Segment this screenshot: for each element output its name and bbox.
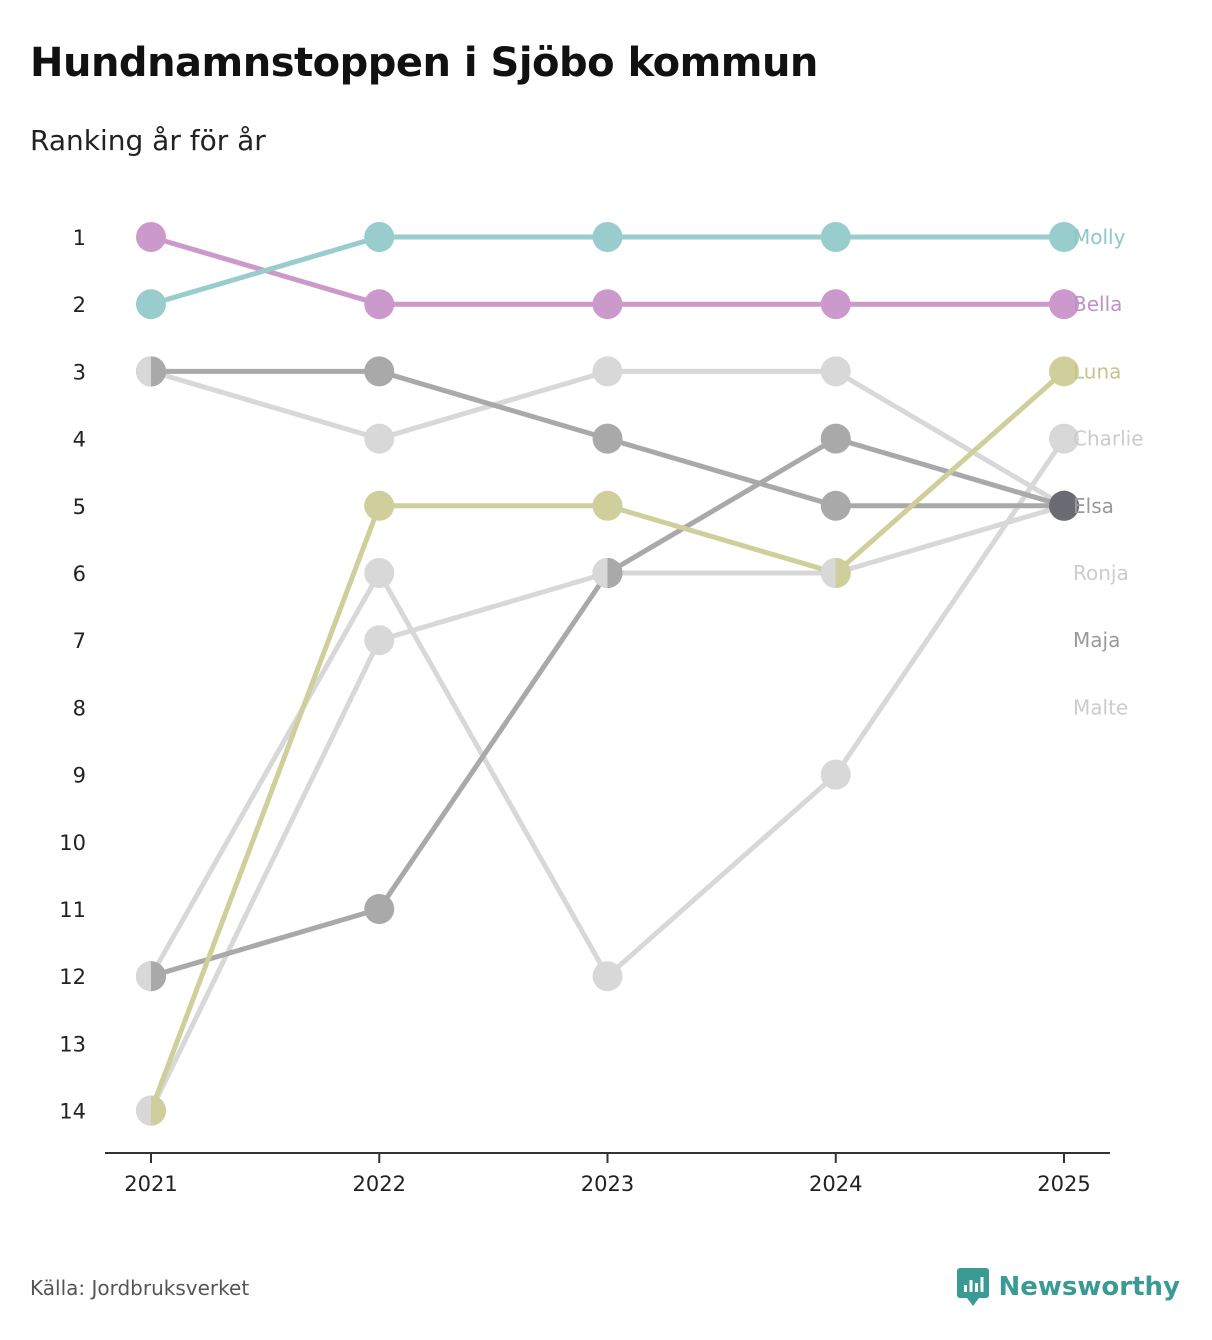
series-point-molly	[820, 222, 851, 252]
series-point-elsa	[820, 490, 851, 521]
series-point-malte	[592, 961, 623, 992]
split-point-left-half	[592, 558, 608, 588]
end-label-luna: Luna	[1073, 359, 1121, 383]
series-point-maja	[820, 423, 851, 454]
series-line-luna	[148, 368, 1067, 1114]
series-point-luna	[592, 490, 623, 521]
series-point-malte	[820, 759, 851, 790]
split-point-right-half	[151, 356, 167, 387]
series-point-molly	[1049, 222, 1079, 252]
x-tick-label: 2023	[581, 1172, 634, 1196]
series-point-malte	[1049, 423, 1079, 454]
split-point-right-half	[607, 558, 623, 588]
series-point-luna	[1049, 356, 1079, 387]
series-point-bella	[1049, 289, 1079, 320]
series-point-elsa	[592, 423, 623, 454]
x-tick-label: 2024	[809, 1172, 862, 1196]
series-point-charlie	[364, 423, 395, 454]
end-label-ronja: Ronja	[1073, 561, 1129, 585]
series-point-ronja	[364, 625, 395, 656]
series-line-ronja	[148, 503, 1067, 1114]
y-tick-label: 1	[73, 226, 86, 250]
newsworthy-logo-icon	[956, 1268, 989, 1306]
y-tick-label: 14	[59, 1100, 86, 1124]
series-point-bella	[592, 289, 623, 320]
split-point-left-half	[820, 558, 836, 588]
brand-name: Newsworthy	[998, 1272, 1180, 1302]
end-label-bella: Bella	[1073, 292, 1122, 316]
chart-subtitle: Ranking år för år	[30, 124, 266, 157]
y-tick-label: 13	[59, 1032, 86, 1056]
source-note: Källa: Jordbruksverket	[30, 1276, 250, 1300]
highlight-point	[1049, 490, 1079, 521]
end-label-elsa: Elsa	[1073, 494, 1114, 518]
x-tick-label: 2025	[1037, 1172, 1090, 1196]
y-tick-label: 7	[73, 629, 86, 653]
series-point-bella	[136, 222, 166, 252]
brand-logo[interactable]: Newsworthy	[956, 1268, 1180, 1306]
series-point-luna	[364, 490, 395, 521]
series-point-bella	[820, 289, 851, 320]
y-tick-label: 12	[59, 965, 86, 989]
series-point-molly	[592, 222, 623, 252]
series-point-molly	[364, 222, 395, 252]
split-point-left-half	[136, 1095, 151, 1126]
y-tick-label: 2	[73, 293, 86, 317]
y-tick-label: 9	[73, 764, 86, 788]
y-tick-label: 4	[73, 428, 86, 452]
series-point-maja	[364, 894, 395, 924]
split-point-right-half	[151, 1095, 167, 1126]
split-point-left-half	[136, 961, 151, 992]
series-point-charlie	[820, 356, 851, 387]
y-tick-label: 8	[73, 696, 86, 720]
y-tick-label: 5	[73, 495, 86, 519]
chart-title: Hundnamnstoppen i Sjöbo kommun	[30, 40, 818, 86]
series-point-elsa	[364, 356, 395, 387]
series-point-molly	[136, 289, 166, 320]
x-tick-label: 2022	[353, 1172, 406, 1196]
series-point-charlie	[592, 356, 623, 387]
x-tick-label: 2021	[124, 1172, 177, 1196]
split-point-right-half	[835, 558, 851, 588]
end-label-molly: Molly	[1073, 225, 1126, 249]
y-tick-label: 6	[73, 562, 86, 586]
split-point-left-half	[136, 356, 151, 387]
y-tick-label: 10	[59, 831, 86, 855]
series-point-malte	[364, 558, 395, 588]
series-point-bella	[364, 289, 395, 320]
y-tick-label: 11	[59, 898, 86, 922]
y-tick-label: 3	[73, 360, 86, 384]
end-label-maja: Maja	[1073, 628, 1120, 652]
end-label-malte: Malte	[1073, 695, 1128, 719]
end-label-charlie: Charlie	[1073, 427, 1144, 451]
split-point-right-half	[151, 961, 167, 992]
